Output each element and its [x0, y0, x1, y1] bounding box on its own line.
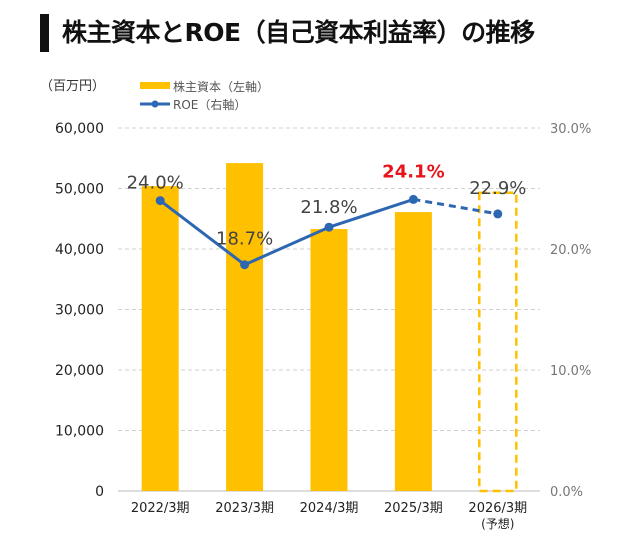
right-axis-tick: 30.0%: [550, 122, 591, 137]
roe-data-label: 22.9%: [469, 178, 526, 199]
x-axis-sublabel: (予想): [481, 516, 514, 531]
right-axis-tick: 0.0%: [550, 485, 583, 500]
roe-point: [493, 209, 503, 219]
right-axis-tick: 20.0%: [550, 243, 591, 258]
bar: [394, 212, 432, 491]
legend-bar-swatch: [140, 82, 170, 89]
roe-data-label: 24.1%: [382, 161, 444, 182]
roe-point: [155, 196, 165, 206]
roe-data-label: 18.7%: [216, 229, 273, 250]
bar: [226, 163, 264, 491]
x-axis-label: 2025/3期: [384, 501, 443, 516]
left-axis-tick: 60,000: [55, 121, 104, 137]
left-axis-unit: （百万円）: [40, 79, 105, 94]
roe-point: [240, 260, 250, 270]
right-axis-tick: 10.0%: [550, 364, 591, 379]
roe-line-segment: [159, 199, 246, 266]
left-axis-tick: 50,000: [55, 182, 104, 198]
left-axis-tick: 0: [95, 484, 104, 500]
left-axis-tick: 20,000: [55, 363, 104, 379]
roe-data-label: 21.8%: [300, 197, 357, 218]
roe-line-segment: [328, 197, 414, 229]
roe-data-label: 24.0%: [127, 173, 184, 194]
bar-forecast: [478, 191, 518, 493]
roe-line-segment-forecast: [413, 197, 499, 216]
roe-point: [408, 194, 418, 204]
legend-line-marker: [151, 100, 159, 108]
x-axis-label: 2024/3期: [300, 501, 359, 516]
bar: [310, 229, 348, 491]
legend-bar-label: 株主資本（左軸）: [173, 79, 269, 94]
left-axis-tick: 30,000: [55, 303, 104, 319]
roe-point: [324, 222, 334, 232]
chart-title: 株主資本とROE（自己資本利益率）の推移: [62, 18, 535, 47]
title-accent-bar: [40, 14, 49, 52]
x-axis-label: 2022/3期: [131, 501, 190, 516]
bar: [141, 186, 179, 491]
roe-line-segment: [243, 225, 330, 267]
x-axis-label: 2023/3期: [215, 501, 274, 516]
legend-line-label: ROE（右軸）: [173, 97, 246, 112]
left-axis-tick: 10,000: [55, 424, 104, 440]
left-axis-tick: 40,000: [55, 242, 104, 258]
x-axis-label: 2026/3期: [468, 501, 527, 516]
